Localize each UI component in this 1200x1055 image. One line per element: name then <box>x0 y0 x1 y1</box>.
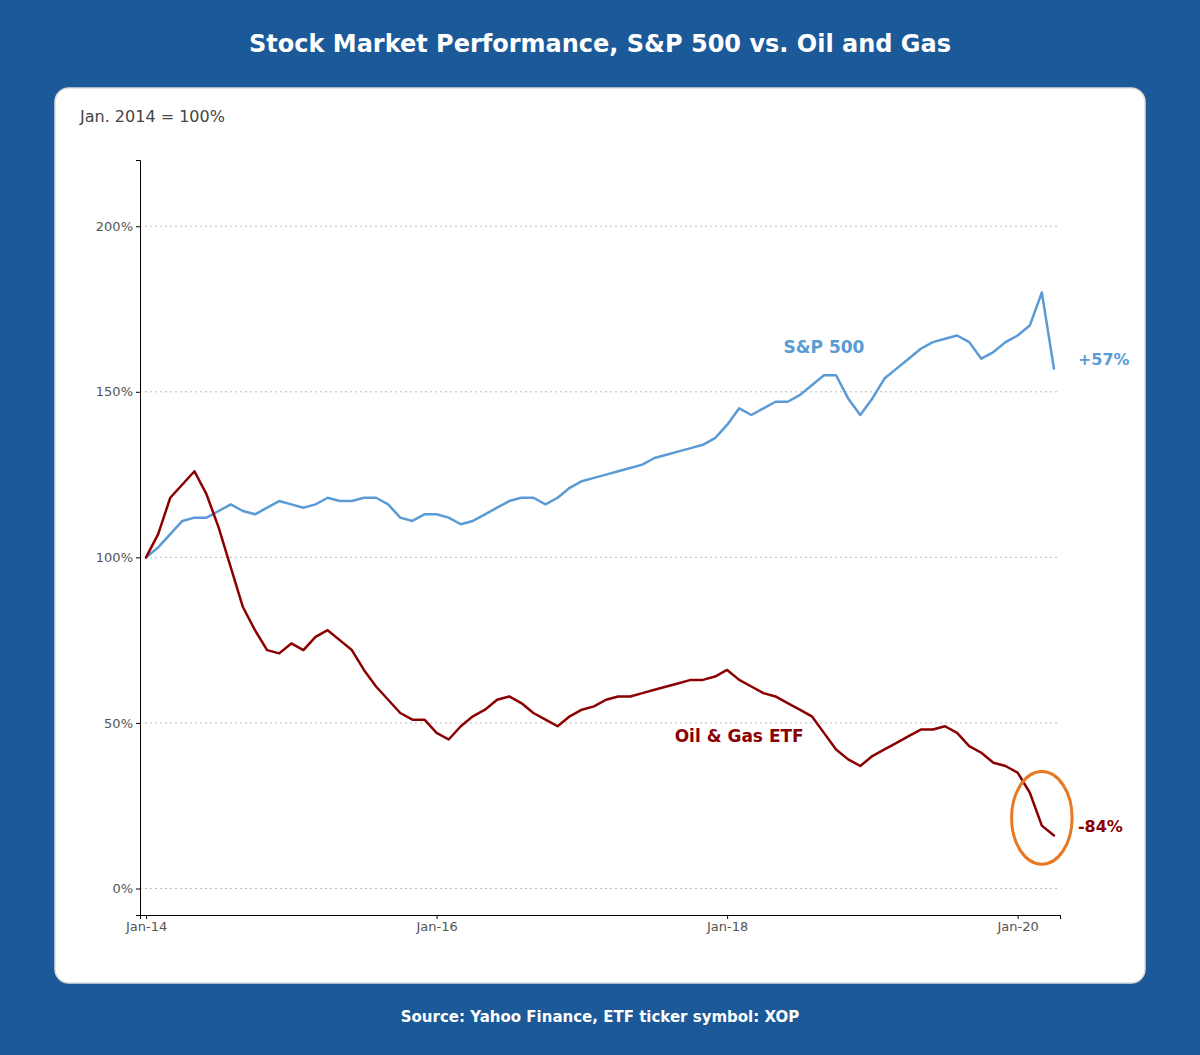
grid-line <box>140 557 1060 558</box>
y-tick: 50% <box>104 716 140 731</box>
x-tick: Jan-14 <box>125 915 167 934</box>
chart-svg: Stock Market Performance, S&P 500 vs. Oi… <box>0 0 1200 1055</box>
series-line <box>146 292 1054 557</box>
y-tick-mark <box>136 226 140 227</box>
y-tick-mark <box>136 723 140 724</box>
y-tick-label: 50% <box>104 716 133 731</box>
series-label: Oil & Gas ETF <box>675 726 804 746</box>
y-tick: 0% <box>112 881 140 896</box>
y-tick-mark <box>136 557 140 558</box>
x-tick-label: Jan-16 <box>415 919 457 934</box>
grid-line <box>140 888 1060 889</box>
plot-area <box>146 292 1054 835</box>
end-label: -84% <box>1078 817 1123 836</box>
end-label: +57% <box>1078 350 1130 369</box>
x-tick: Jan-16 <box>415 915 457 934</box>
x-tick-label: Jan-20 <box>996 919 1038 934</box>
grid-line <box>140 391 1060 392</box>
y-tick: 150% <box>96 384 140 399</box>
y-tick-label: 100% <box>96 550 133 565</box>
x-tick-label: Jan-14 <box>125 919 167 934</box>
source: Source: Yahoo Finance, ETF ticker symbol… <box>401 1008 799 1026</box>
grid-line <box>140 722 1060 723</box>
y-tick: 100% <box>96 550 140 565</box>
y-axis-line <box>136 161 141 916</box>
grid-line <box>140 226 1060 227</box>
y-tick-mark <box>136 392 140 393</box>
y-axis: 0% 50% 100% 150% 200% <box>96 161 141 916</box>
panel <box>55 88 1145 983</box>
title: Stock Market Performance, S&P 500 vs. Oi… <box>249 30 951 58</box>
x-axis-line <box>141 916 1061 920</box>
annotations: S&P 500 Oil & Gas ETF +57% -84% <box>675 337 1130 865</box>
x-axis: Jan-14 Jan-16 Jan-18 Jan-20 <box>125 915 1061 934</box>
series-line <box>146 471 1054 835</box>
subtitle: Jan. 2014 = 100% <box>79 107 225 126</box>
x-tick: Jan-18 <box>706 915 748 934</box>
y-tick-label: 0% <box>112 881 133 896</box>
series-label: S&P 500 <box>783 337 864 357</box>
grid <box>140 226 1060 888</box>
y-tick-label: 150% <box>96 384 133 399</box>
background <box>0 0 1200 1055</box>
x-tick: Jan-20 <box>996 915 1038 934</box>
highlight-ellipse <box>1012 772 1073 865</box>
x-tick-label: Jan-18 <box>706 919 748 934</box>
y-tick-label: 200% <box>96 219 133 234</box>
y-tick-mark <box>136 889 140 890</box>
y-tick: 200% <box>96 219 140 234</box>
